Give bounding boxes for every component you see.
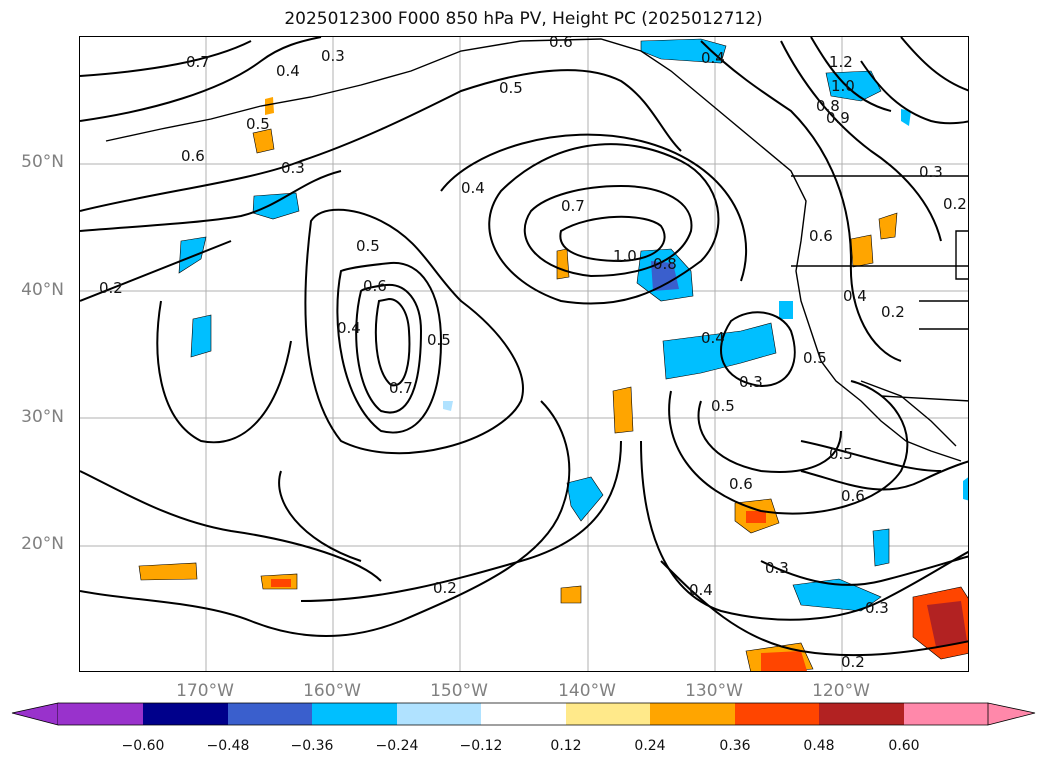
contour-label: 0.6 (841, 487, 865, 505)
contour-label: 0.7 (561, 197, 585, 215)
colorbar (11, 702, 1036, 726)
contour-label: 0.4 (276, 62, 300, 80)
contour-label: 0.8 (653, 255, 677, 273)
lat-label-50n: 50°N (21, 152, 64, 172)
map-svg: 0.7 0.4 0.3 0.6 0.5 0.4 1.2 1.0 0.8 0.9 … (80, 37, 968, 671)
colorbar-segment (735, 703, 819, 725)
height-contours (80, 37, 968, 657)
contour-label: 0.5 (711, 397, 735, 415)
pv-fill-areas (138, 38, 968, 671)
gridlines (80, 37, 968, 671)
contour-label: 0.4 (337, 319, 361, 337)
contour-label: 1.0 (613, 247, 637, 265)
colorbar-segment (143, 703, 228, 725)
contour-label: 0.5 (246, 115, 270, 133)
colorbar-segment (566, 703, 650, 725)
contour-label: 0.5 (356, 237, 380, 255)
contour-label: 0.4 (689, 581, 713, 599)
contour-label: 0.2 (841, 653, 865, 671)
contour-label: 0.6 (549, 37, 573, 51)
map-title: 2025012300 F000 850 hPa PV, Height PC (2… (284, 9, 763, 29)
colorbar-segment (397, 703, 481, 725)
colorbar-segment (650, 703, 735, 725)
contour-label: 0.5 (427, 331, 451, 349)
lon-label-150w: 150°W (430, 681, 488, 701)
colorbar-tick-label: −0.36 (290, 738, 334, 754)
colorbar-segment (312, 703, 397, 725)
contour-label: 0.6 (181, 147, 205, 165)
lon-label-120w: 120°W (812, 681, 870, 701)
lon-label-140w: 140°W (558, 681, 616, 701)
contour-label: 1.0 (831, 77, 855, 95)
contour-label: 0.2 (433, 579, 457, 597)
contour-label: 0.4 (461, 179, 485, 197)
colorbar-segment (904, 703, 988, 725)
contour-label: 0.2 (943, 195, 967, 213)
contour-label: 0.5 (829, 445, 853, 463)
contour-label: 0.4 (701, 49, 725, 67)
contour-label: 0.3 (765, 559, 789, 577)
colorbar-tick-label: 0.36 (719, 738, 751, 754)
contour-label: 0.8 (816, 97, 840, 115)
contour-label: 0.6 (363, 277, 387, 295)
contour-label: 0.9 (826, 109, 850, 127)
colorbar-segment (819, 703, 904, 725)
colorbar-segment (58, 703, 143, 725)
contour-label: 0.7 (389, 379, 413, 397)
contour-label: 0.4 (843, 287, 867, 305)
colorbar-segment (228, 703, 312, 725)
contour-label: 0.7 (186, 53, 210, 71)
colorbar-tick-label: −0.24 (375, 738, 419, 754)
colorbar-segment (481, 703, 566, 725)
contour-label: 0.3 (919, 163, 943, 181)
contour-label: 0.5 (499, 79, 523, 97)
contour-label: 0.2 (99, 279, 123, 297)
contour-label: 1.2 (829, 53, 853, 71)
lon-label-130w: 130°W (685, 681, 743, 701)
colorbar-tick-label: 0.24 (634, 738, 666, 754)
colorbar-over-arrow (987, 702, 1036, 726)
contour-label: 0.3 (321, 47, 345, 65)
contour-labels: 0.7 0.4 0.3 0.6 0.5 0.4 1.2 1.0 0.8 0.9 … (99, 37, 967, 671)
map-plot-area: 0.7 0.4 0.3 0.6 0.5 0.4 1.2 1.0 0.8 0.9 … (79, 36, 969, 672)
contour-label: 0.5 (803, 349, 827, 367)
colorbar-tick-label: 0.48 (803, 738, 835, 754)
contour-label: 0.3 (281, 159, 305, 177)
colorbar-tick-label: −0.60 (121, 738, 165, 754)
lon-label-160w: 160°W (303, 681, 361, 701)
coastlines (105, 38, 968, 462)
lat-label-40n: 40°N (21, 280, 64, 300)
contour-label: 0.6 (729, 475, 753, 493)
colorbar-under-arrow (11, 702, 59, 726)
contour-label: 0.2 (881, 303, 905, 321)
colorbar-tick-label: −0.48 (206, 738, 250, 754)
lat-label-30n: 30°N (21, 407, 64, 427)
contour-label: 0.4 (701, 329, 725, 347)
lon-label-170w: 170°W (176, 681, 234, 701)
contour-label: 0.6 (809, 227, 833, 245)
lat-label-20n: 20°N (21, 534, 64, 554)
colorbar-tick-label: 0.60 (888, 738, 920, 754)
colorbar-tick-label: −0.12 (459, 738, 503, 754)
contour-label: 0.3 (865, 599, 889, 617)
colorbar-tick-label: 0.12 (550, 738, 582, 754)
contour-label: 0.3 (739, 373, 763, 391)
